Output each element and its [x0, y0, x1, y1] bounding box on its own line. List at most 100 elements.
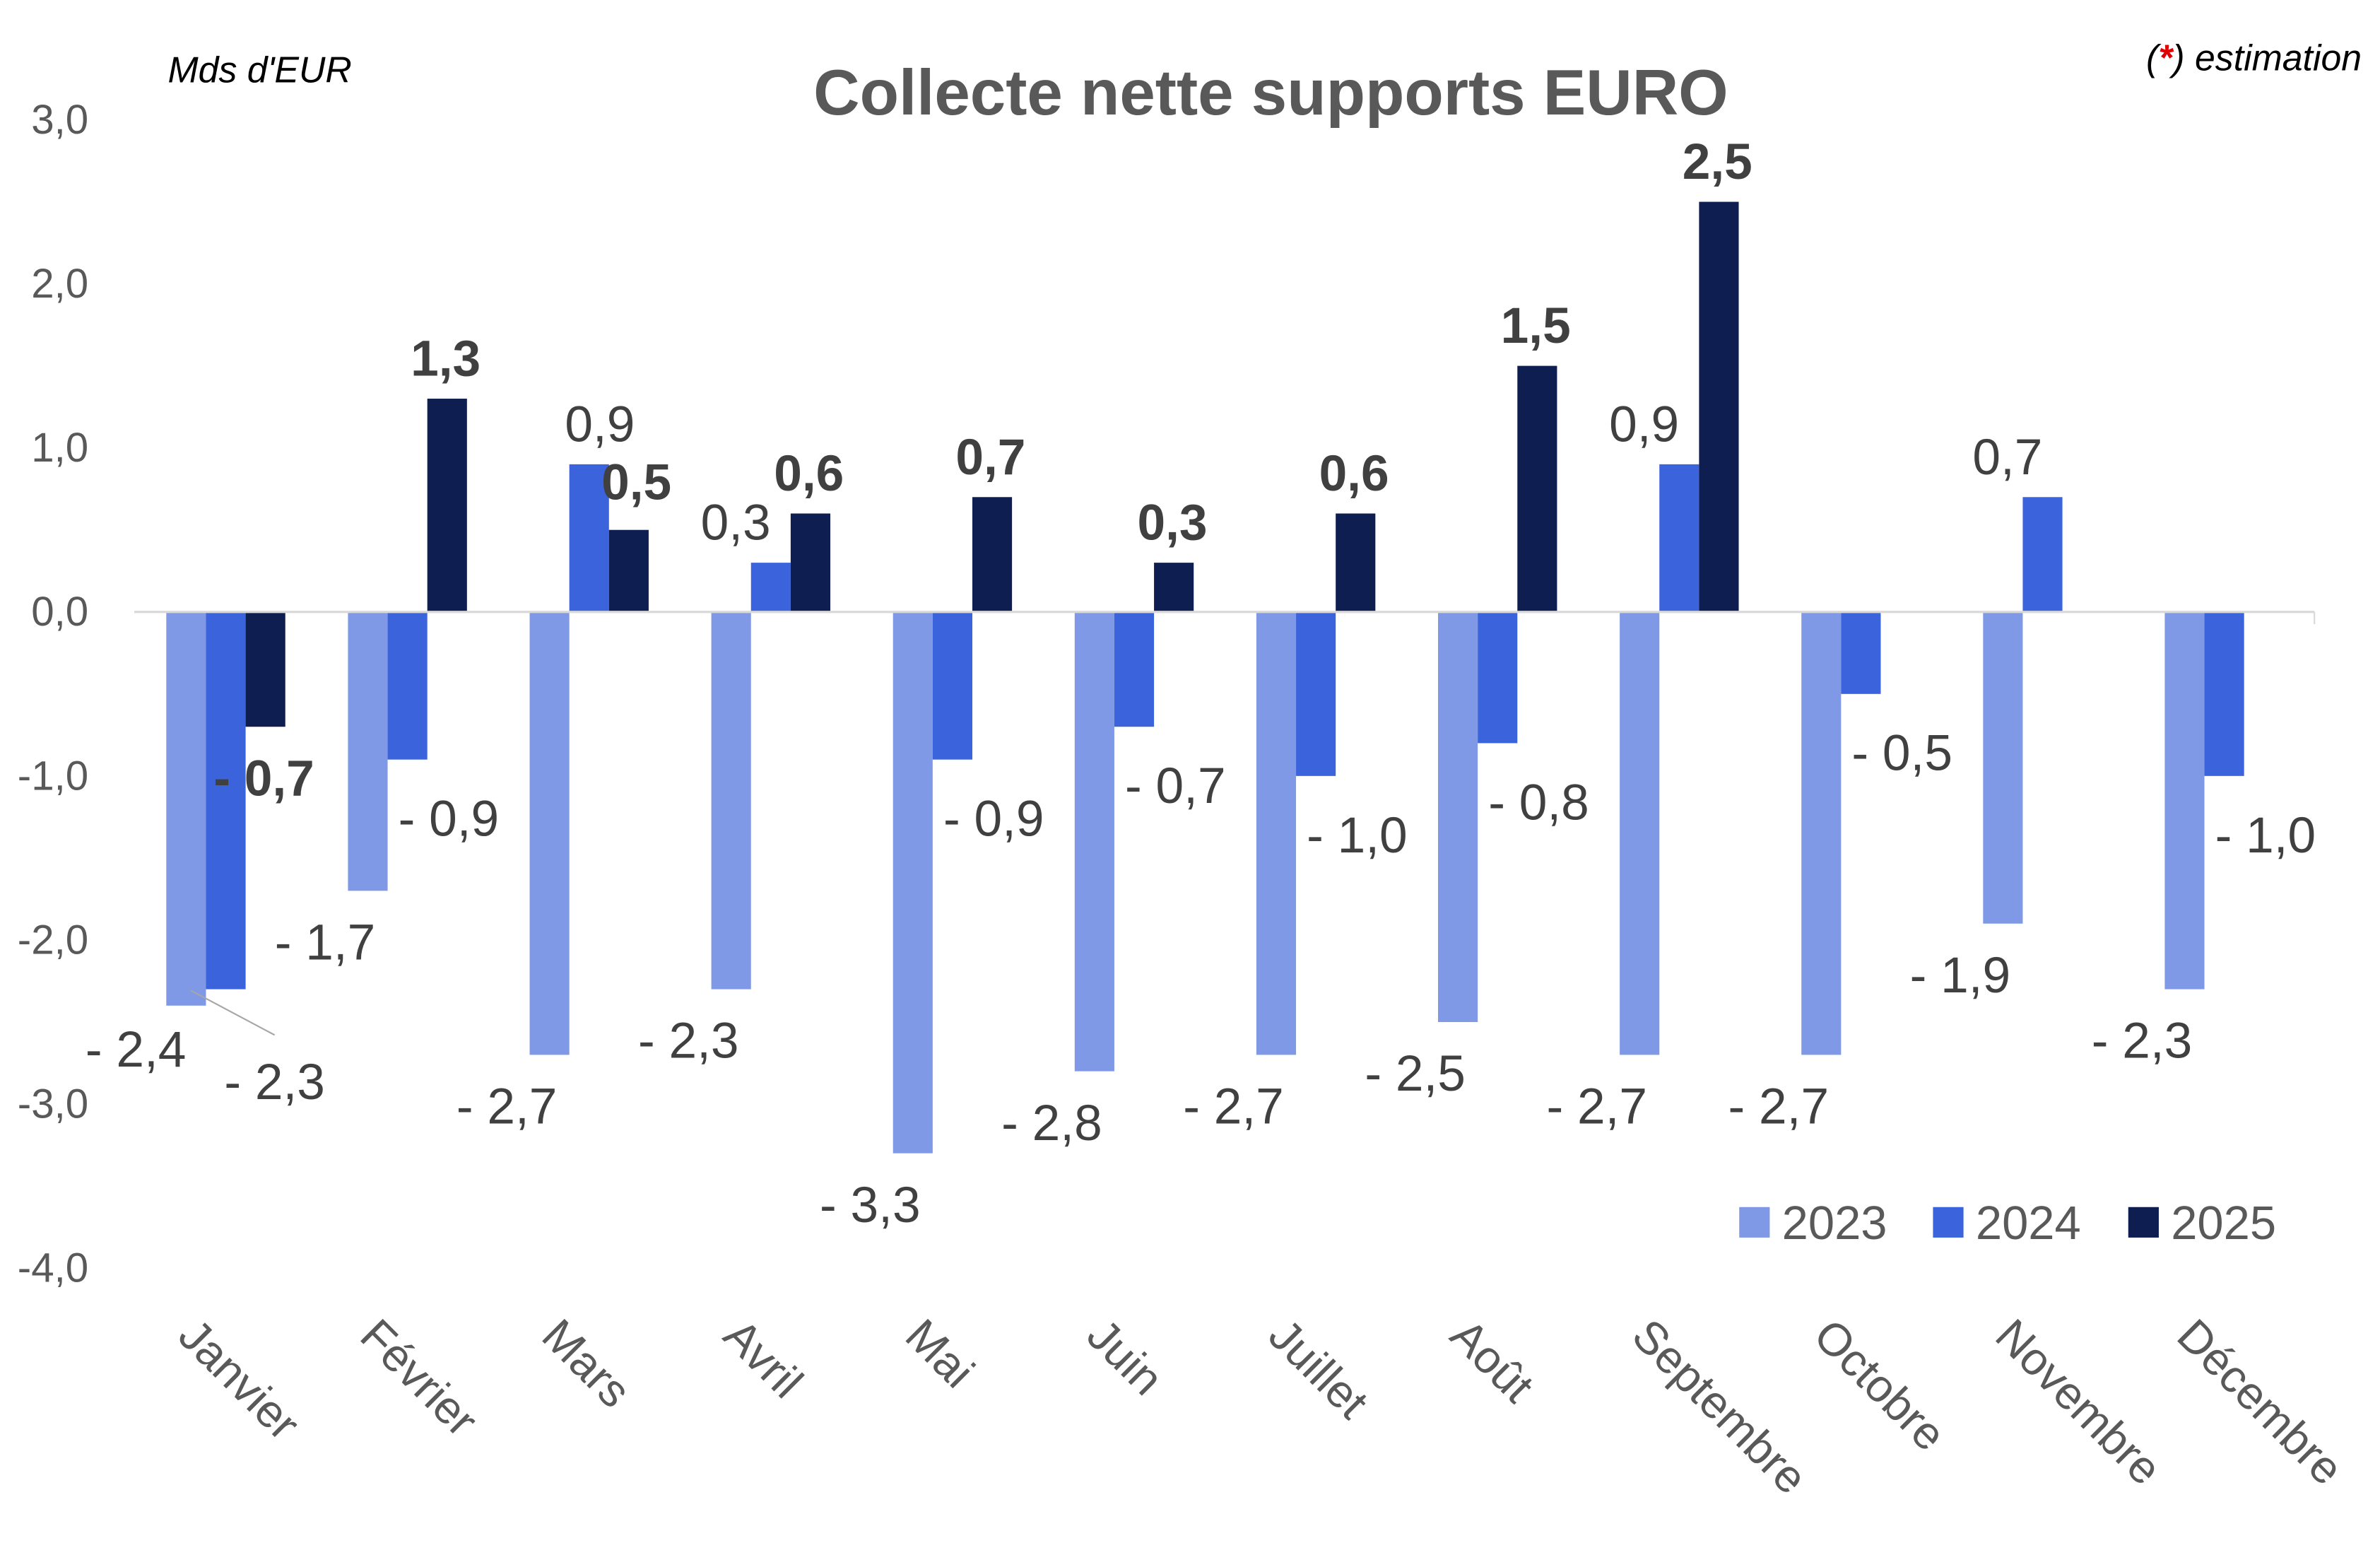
bar-2023-Juin: [1074, 611, 1114, 1072]
y-tick-label: -4,0: [18, 1245, 88, 1291]
data-label-2023: - 2,7: [1183, 1079, 1284, 1135]
bar-2023-Janvier: [166, 611, 206, 1006]
data-label-2023: - 2,8: [1001, 1096, 1102, 1151]
x-tick-label: Novembre: [1986, 1309, 2172, 1495]
y-tick-label: 0,0: [31, 589, 88, 635]
data-label-2024: - 0,9: [943, 792, 1044, 847]
data-label-2024: 0,3: [701, 495, 771, 551]
y-tick-label: 2,0: [31, 261, 88, 307]
x-axis: Janvier Février Mars Avril Mai Juin Juillet Aoû…: [169, 1309, 2353, 1504]
data-label-2025: 1,5: [1501, 298, 1571, 354]
data-label-2023: - 1,9: [1910, 948, 2011, 1004]
x-tick-label: Janvier: [169, 1309, 310, 1450]
y-tick-label: 3,0: [31, 97, 88, 143]
bar-2024-Décembre: [2204, 611, 2244, 776]
bar-2025-Juin: [1154, 563, 1194, 612]
bar-2025-Mai: [972, 497, 1013, 612]
bar-2025-Août: [1517, 365, 1557, 612]
legend: 2023 2024 2025: [1739, 1197, 2276, 1250]
x-tick-label: Décembre: [2167, 1309, 2353, 1495]
bar-2024-Mars: [569, 464, 609, 612]
data-label-2023: - 2,5: [1365, 1046, 1466, 1102]
bar-2025-Janvier: [245, 611, 285, 727]
bar-2024-Février: [387, 611, 428, 760]
legend-label-2023: 2023: [1782, 1197, 1887, 1250]
data-label-2023: - 3,3: [820, 1178, 921, 1233]
data-label-2024: - 0,7: [1125, 758, 1226, 814]
leader-line: [190, 990, 276, 1036]
data-label-2023: - 2,4: [86, 1022, 187, 1078]
data-label-2023: - 2,7: [456, 1079, 558, 1135]
data-label-2024: - 0,9: [399, 792, 500, 847]
y-axis: 3,0 2,0 1,0 0,0 -1,0 -2,0 -3,0 -4,0: [18, 97, 2316, 1291]
data-label-2024: 0,9: [565, 397, 635, 452]
legend-swatch-2023: [1739, 1207, 1770, 1238]
bar-2023-Septembre: [1620, 611, 1660, 1055]
legend-label-2025: 2025: [2171, 1197, 2276, 1250]
data-label-2024: - 1,0: [1307, 808, 1408, 864]
data-label-2025: 1,3: [411, 331, 481, 387]
data-label-2025: 0,3: [1137, 495, 1207, 551]
bar-2025-Février: [427, 399, 467, 612]
bar-2024-Août: [1478, 611, 1518, 744]
bar-2024-Octobre: [1841, 611, 1881, 694]
data-label-2025: - 0,7: [213, 751, 314, 806]
x-tick-label: Août: [1441, 1309, 1544, 1412]
legend-swatch-2025: [2128, 1207, 2159, 1238]
bar-2023-Juillet: [1256, 611, 1297, 1055]
y-tick-label: -3,0: [18, 1081, 88, 1127]
data-label-2024: - 1,0: [2215, 808, 2316, 864]
x-tick-label: Juin: [1078, 1309, 1174, 1405]
bar-2023-Août: [1438, 611, 1478, 1022]
unit-label: Mds d'EUR: [167, 49, 351, 90]
data-label-2024: - 0,8: [1488, 775, 1589, 831]
bar-2024-Avril: [750, 563, 791, 612]
y-tick-label: -1,0: [18, 753, 88, 799]
data-label-2024: 0,7: [1972, 430, 2042, 486]
legend-swatch-2024: [1933, 1207, 1964, 1238]
data-label-2023: - 2,7: [1728, 1079, 1830, 1135]
bar-2023-Octobre: [1801, 611, 1842, 1055]
data-label-2024: - 0,5: [1851, 726, 1952, 782]
bar-2024-Janvier: [206, 611, 246, 990]
data-label-2023: - 2,7: [1546, 1079, 1647, 1135]
bar-2025-Avril: [790, 513, 831, 612]
x-tick-label: Septembre: [1622, 1309, 1818, 1504]
data-label-2025: 0,7: [955, 430, 1025, 486]
bar-2023-Février: [348, 611, 388, 891]
estimation-note: (*) estimation: [2146, 37, 2362, 78]
chart-title: Collecte nette supports EURO: [813, 57, 1728, 129]
bar-2023-Mars: [529, 611, 570, 1055]
x-tick-label: Mars: [533, 1309, 641, 1417]
data-label-2023: - 2,3: [638, 1014, 739, 1069]
x-tick-label: Octobre: [1804, 1309, 1955, 1460]
data-label-2025: 0,6: [1319, 446, 1389, 502]
bar-2024-Mai: [932, 611, 972, 760]
data-label-2025: 2,5: [1683, 134, 1752, 190]
y-tick-label: 1,0: [31, 425, 88, 471]
bar-2024-Septembre: [1659, 464, 1699, 612]
bar-2024-Juillet: [1296, 611, 1336, 776]
bar-2025-Septembre: [1699, 201, 1739, 612]
data-label-2023: - 2,3: [2092, 1014, 2193, 1069]
x-tick-label: Mai: [896, 1309, 984, 1397]
bar-2024-Novembre: [2022, 497, 2063, 612]
data-label-2025: 0,5: [601, 455, 671, 511]
x-tick-label: Juillet: [1259, 1309, 1379, 1428]
data-labels: - 2,4 - 1,7 - 2,7 - 2,3 - 3,3 - 2,8 - 2,7 - 2,5…: [86, 134, 2316, 1233]
y-tick-label: -2,0: [18, 917, 88, 963]
bar-2023-Avril: [711, 611, 751, 990]
x-tick-label: Février: [350, 1309, 488, 1446]
data-label-2023: - 1,7: [275, 915, 376, 970]
bar-2023-Mai: [892, 611, 933, 1154]
data-label-2024: 0,9: [1609, 397, 1679, 452]
bar-2023-Décembre: [2164, 611, 2205, 990]
bar-2025-Juillet: [1336, 513, 1376, 612]
bars: [166, 201, 2244, 1154]
data-label-2025: 0,6: [774, 446, 844, 502]
x-tick-label: Avril: [714, 1309, 813, 1408]
bar-2025-Mars: [608, 529, 649, 612]
bar-2024-Juin: [1114, 611, 1155, 727]
